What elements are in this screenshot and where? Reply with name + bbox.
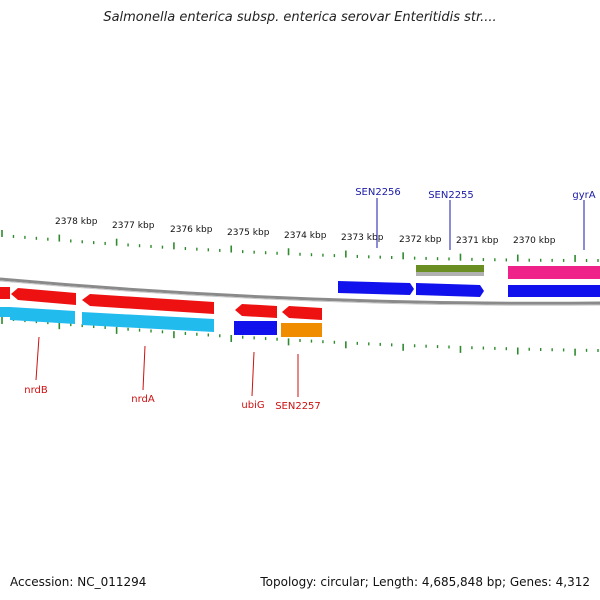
scale-label: 2375 kbp — [227, 228, 270, 238]
gene-feature[interactable] — [416, 265, 484, 272]
gene-label-sen2256[interactable]: SEN2256 — [355, 187, 401, 198]
gene-feature[interactable] — [508, 285, 600, 297]
gene-feature[interactable] — [235, 304, 277, 318]
gene-feature[interactable] — [0, 287, 10, 299]
scale-label: 2377 kbp — [112, 221, 155, 231]
accession-text: Accession: NC_011294 — [10, 575, 147, 589]
forward-genes — [338, 265, 600, 297]
gene-feature[interactable] — [508, 266, 600, 279]
gene-feature[interactable] — [281, 323, 322, 337]
reverse-genes — [0, 287, 322, 337]
gene-label-ubig[interactable]: ubiG — [241, 400, 264, 411]
scale-label: 2376 kbp — [170, 225, 213, 235]
gene-label-nrdb[interactable]: nrdB — [24, 385, 48, 396]
genome-summary: Topology: circular; Length: 4,685,848 bp… — [260, 575, 590, 589]
lower-tick-row — [1, 317, 599, 356]
scale-label: 2370 kbp — [513, 236, 556, 246]
scale-label: 2374 kbp — [284, 231, 327, 241]
gene-feature[interactable] — [11, 288, 76, 305]
gene-feature[interactable] — [234, 321, 277, 335]
gene-feature[interactable] — [0, 307, 10, 317]
upper-tick-row — [1, 230, 599, 262]
bottom-gene-labels: nrdB nrdA ubiG SEN2257 — [24, 336, 321, 412]
top-gene-labels: SEN2256 SEN2255 gyrA — [355, 187, 596, 250]
gene-label-sen2255[interactable]: SEN2255 — [428, 190, 474, 201]
map-title: Salmonella enterica subsp. enterica sero… — [103, 10, 497, 25]
scale-label: 2378 kbp — [55, 217, 98, 227]
scale-labels: 2378 kbp 2377 kbp 2376 kbp 2375 kbp 2374… — [55, 217, 556, 246]
gene-feature[interactable] — [10, 307, 75, 324]
gene-label-nrda[interactable]: nrdA — [131, 394, 155, 405]
scale-label: 2372 kbp — [399, 235, 442, 245]
scale-label: 2371 kbp — [456, 236, 499, 246]
gene-feature[interactable] — [416, 283, 484, 297]
scale-label: 2373 kbp — [341, 233, 384, 243]
gene-feature[interactable] — [82, 312, 214, 332]
gene-feature[interactable] — [338, 281, 414, 295]
gene-label-gyra[interactable]: gyrA — [572, 190, 595, 201]
gene-feature[interactable] — [282, 306, 322, 320]
gene-label-sen2257[interactable]: SEN2257 — [275, 401, 321, 412]
gene-feature[interactable] — [416, 272, 484, 276]
gene-feature[interactable] — [82, 294, 214, 314]
genome-backbone — [0, 277, 600, 305]
